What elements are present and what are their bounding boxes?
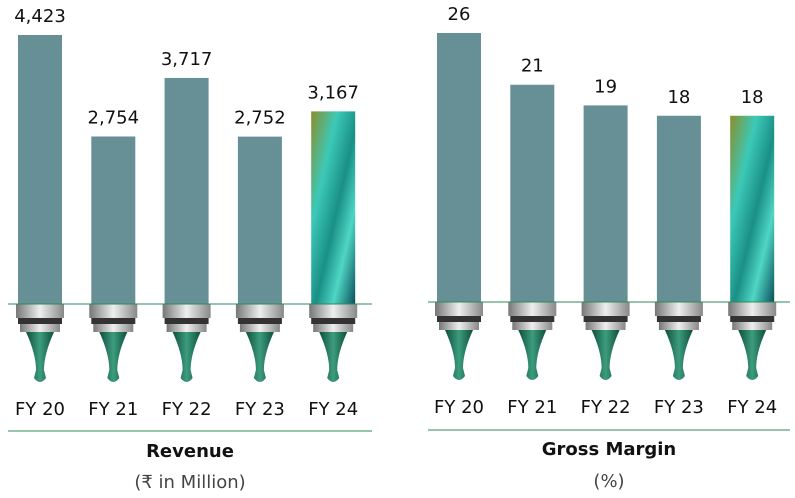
brush-handle [99,332,127,382]
brush-ferrule [512,322,552,330]
bar [437,33,481,302]
brush-ferrule [655,302,703,316]
brush-handle [445,330,473,380]
brush-ferrule [313,324,353,332]
brush-handle [665,330,693,380]
brush-ferrule [163,304,211,318]
x-tick-label: FY 20 [15,399,65,420]
bar [657,116,701,302]
brush-ferrule [435,302,483,316]
value-label: 3,167 [307,82,359,103]
brush-band [18,318,62,324]
x-tick-label: FY 21 [507,397,557,418]
x-tick-label: FY 22 [581,397,631,418]
brush-band [584,316,628,322]
brush-band [165,318,209,324]
x-tick-label: FY 23 [235,399,285,420]
brush-handle [592,330,620,380]
brush-ferrule [167,324,207,332]
brush-ferrule [439,322,479,330]
brush-ferrule [732,322,772,330]
brush-handle [246,332,274,382]
value-label: 18 [667,87,690,108]
brush-handle [738,330,766,380]
bar [584,105,628,302]
value-label: 4,423 [14,6,66,27]
brush-band [311,318,355,324]
value-label: 2,752 [234,108,286,129]
brush-ferrule [586,322,626,330]
brush-band [238,318,282,324]
value-label: 19 [594,76,617,97]
brush-ferrule [89,304,137,318]
brush-ferrule [93,324,133,332]
brush-ferrule [508,302,556,316]
value-label: 21 [521,56,544,77]
bar [311,111,355,304]
brush-band [657,316,701,322]
brush-handle [319,332,347,382]
brush-ferrule [659,322,699,330]
bar [91,137,135,304]
value-label: 2,754 [88,108,140,129]
x-tick-label: FY 21 [88,399,138,420]
brush-ferrule [20,324,60,332]
chart-page: Revenue (₹ in Million) Gross Margin (%) … [0,0,795,498]
value-label: 3,717 [161,49,213,70]
brush-band [510,316,554,322]
brush-ferrule [309,304,357,318]
bar [510,85,554,302]
x-tick-label: FY 24 [727,397,777,418]
bar [18,35,62,304]
value-label: 26 [448,4,471,25]
x-tick-label: FY 23 [654,397,704,418]
brush-handle [173,332,201,382]
chart-subtitle: (%) [593,471,624,492]
brush-ferrule [236,304,284,318]
brush-ferrule [240,324,280,332]
brush-band [91,318,135,324]
brush-ferrule [728,302,776,316]
brush-band [437,316,481,322]
chart-title: Gross Margin [542,439,677,460]
value-label: 18 [741,87,764,108]
bar [730,116,774,302]
brush-ferrule [16,304,64,318]
brush-handle [518,330,546,380]
x-tick-label: FY 22 [162,399,212,420]
brush-band [730,316,774,322]
bar [238,137,282,304]
chart-title: Revenue [146,441,234,462]
brush-handle [26,332,54,382]
chart-subtitle: (₹ in Million) [134,472,245,493]
bar [165,78,209,304]
x-tick-label: FY 24 [308,399,358,420]
x-tick-label: FY 20 [434,397,484,418]
brush-ferrule [582,302,630,316]
